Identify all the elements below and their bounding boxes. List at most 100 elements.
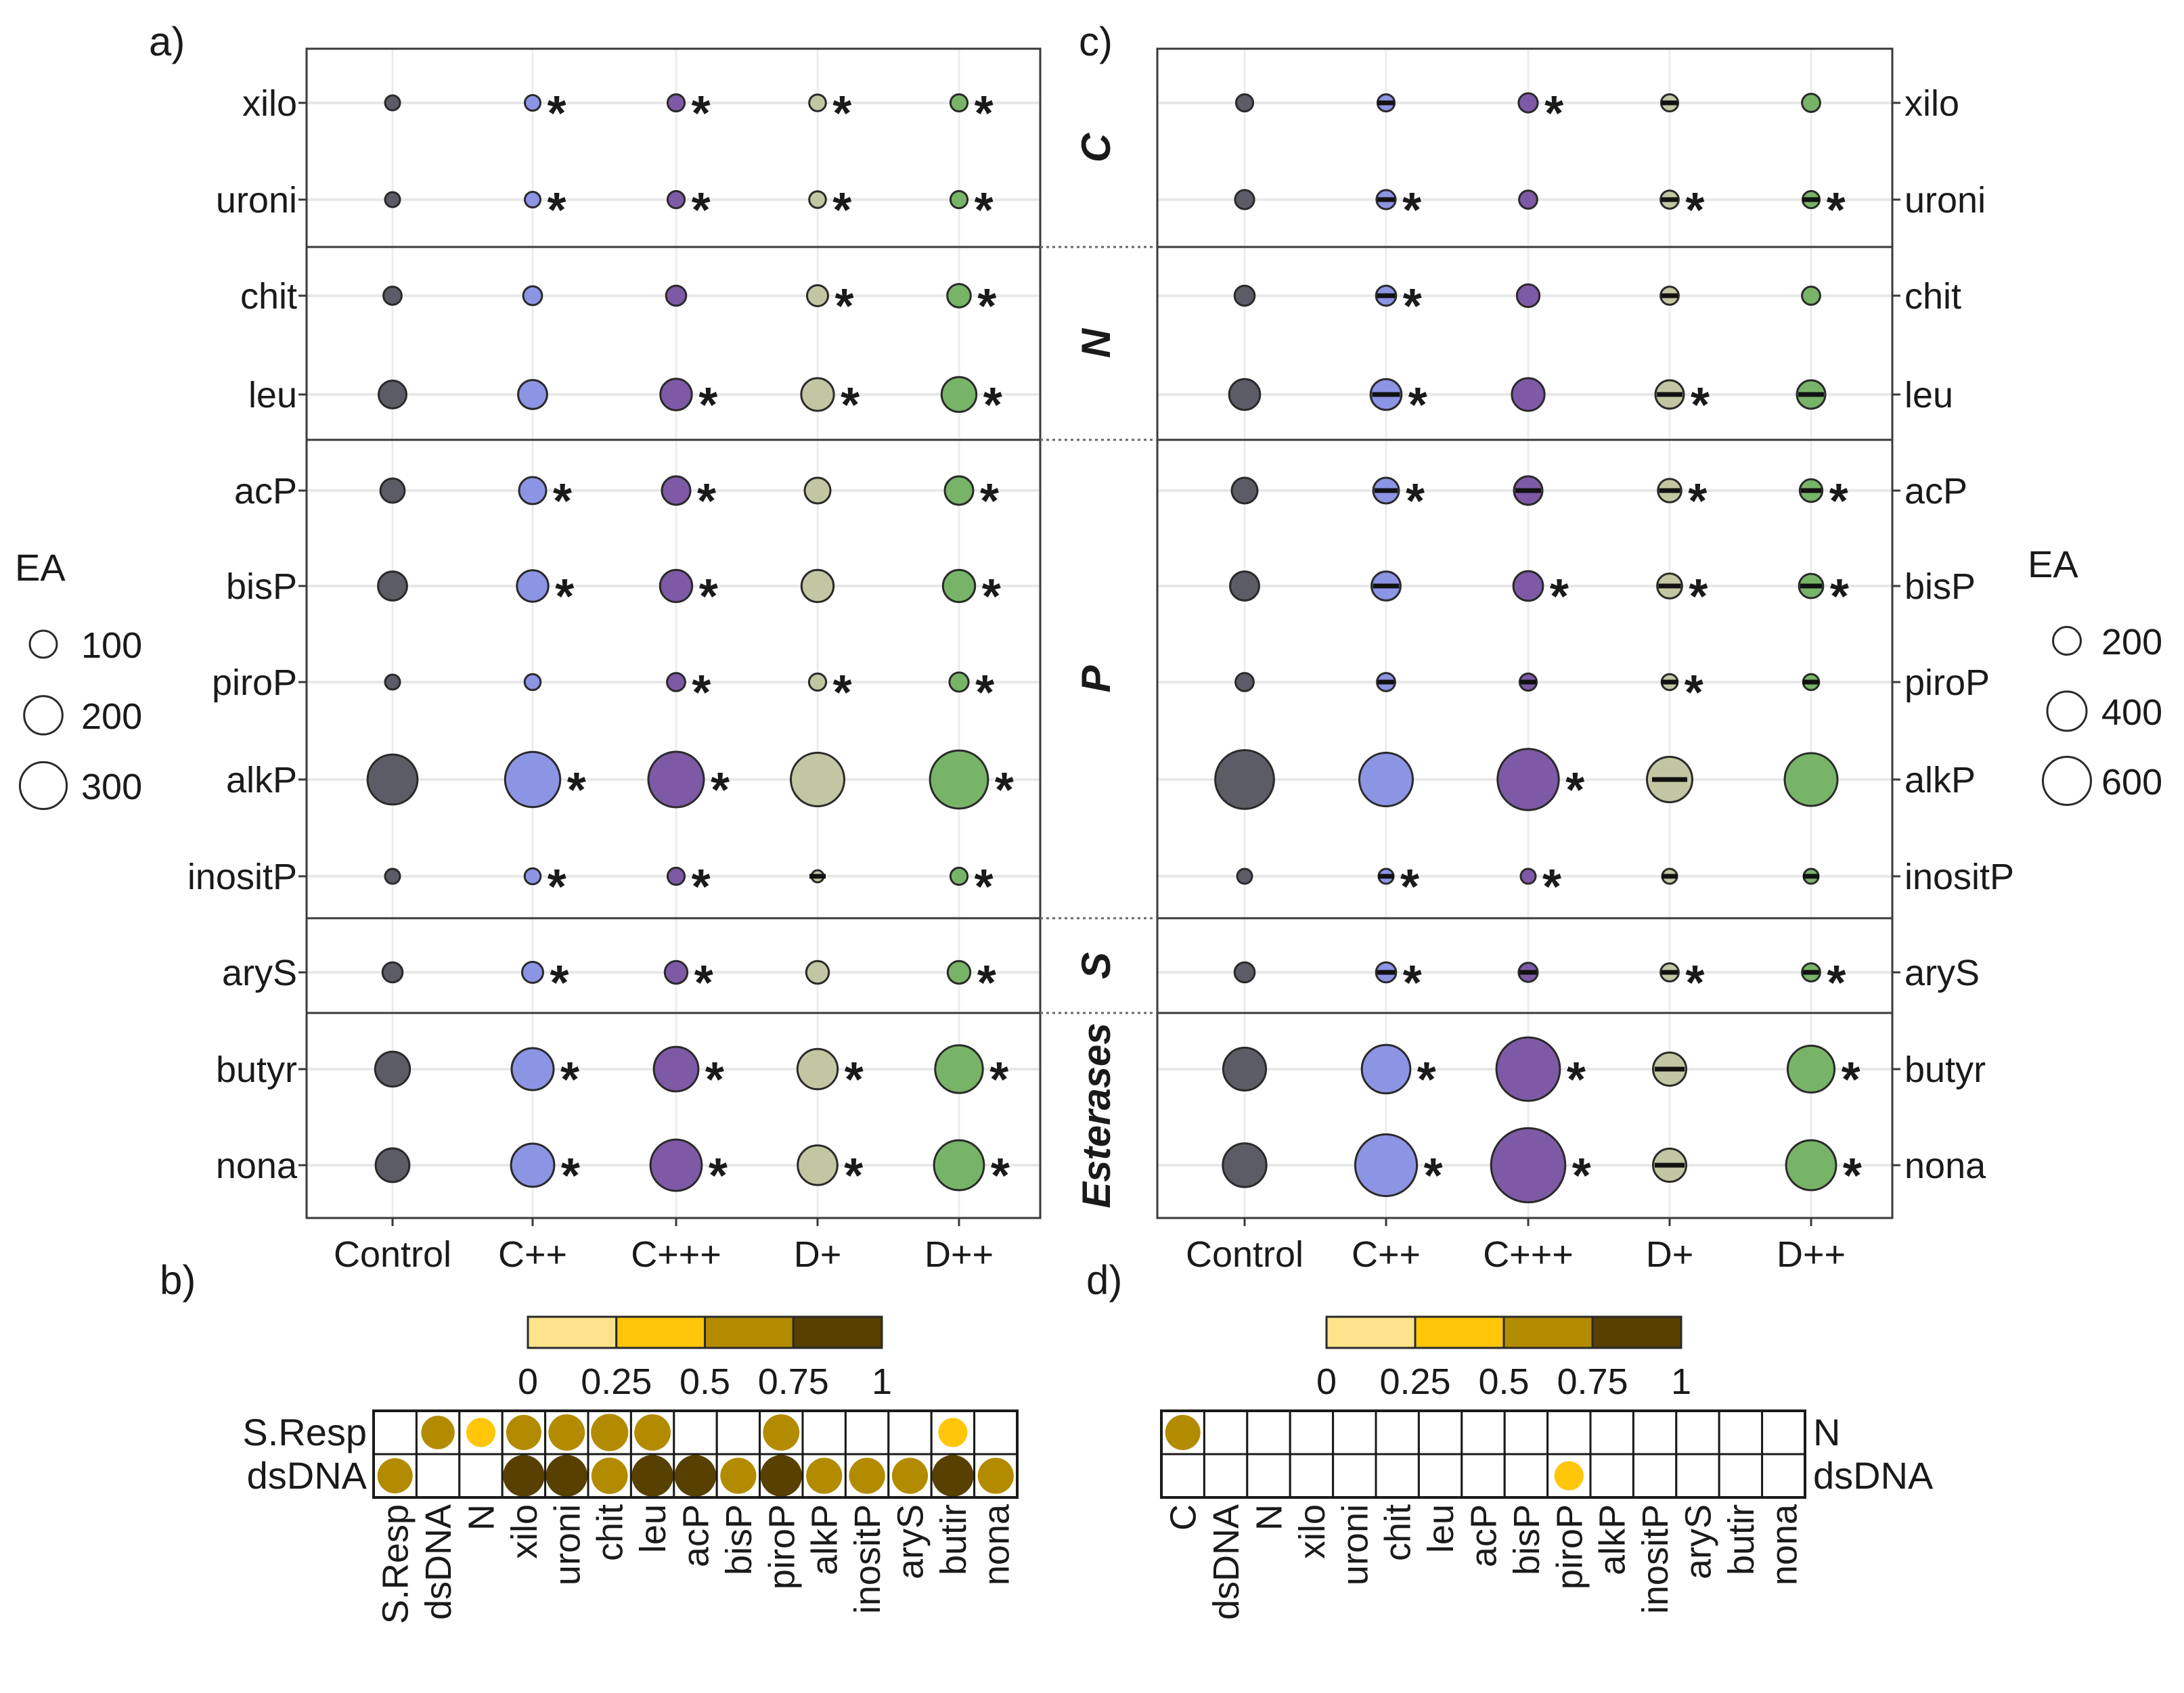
- bubble-alkp-cpp: [1358, 752, 1414, 807]
- colorbar-segment: [704, 1315, 795, 1349]
- colorbar-tick-label: 0: [1316, 1361, 1337, 1402]
- y-tick-label-alkp: alkP: [226, 760, 297, 800]
- column-label-nona: nona: [1764, 1504, 1804, 1585]
- column-label-nona: nona: [976, 1504, 1017, 1585]
- bubble-nona-dp: [797, 1144, 839, 1186]
- x-tick-label-cpp: C++: [498, 1234, 567, 1275]
- heatmap-cell: [1203, 1453, 1249, 1499]
- bubble-butyr-control: [374, 1050, 411, 1088]
- panel-label-d: d): [1086, 1257, 1122, 1303]
- size-legend-a-title: EA: [15, 546, 66, 589]
- size-legend-label: 300: [81, 767, 142, 807]
- y-tick-label-bisp: bisP: [1904, 566, 1976, 607]
- heatmap-cell: [1289, 1409, 1335, 1455]
- heatmap-cell: [1203, 1409, 1249, 1455]
- bubble-uroni-cpp: [524, 191, 541, 208]
- x-tick-label-dpp: D++: [1777, 1234, 1846, 1275]
- bubble-pirop-control: [384, 673, 401, 691]
- heatmap-cell: [1632, 1409, 1678, 1455]
- bubble-inositp-cpp: [523, 867, 542, 886]
- colorbar-segment: [1591, 1315, 1682, 1349]
- size-legend-circle: [2052, 626, 2082, 656]
- heatmap-cell: [887, 1409, 933, 1455]
- nutrient-group-labels: C N P S Esterases: [1040, 132, 1157, 1209]
- x-tick-label-dp: D+: [794, 1234, 842, 1275]
- heatmap-cell: [415, 1453, 461, 1499]
- significance-star: *: [548, 183, 566, 238]
- correlation-dot-dsdna-chit: [591, 1458, 628, 1494]
- x-tick-label-cpp: C++: [1352, 1234, 1421, 1275]
- correlation-dot-dsdna-leu: [631, 1455, 673, 1497]
- heatmap-cell: [1375, 1453, 1420, 1499]
- bubble-xilo-cpp: [524, 94, 541, 112]
- bubble-inositp-cppp: [666, 866, 686, 886]
- correlation-dot-dsdna-acp: [674, 1455, 717, 1497]
- significance-star: *: [711, 763, 730, 817]
- bubble-bisp-dp: [800, 568, 835, 604]
- bubble-alkp-control: [366, 753, 419, 806]
- significance-star: *: [692, 183, 711, 238]
- colorbar-tick-label: 0.25: [581, 1361, 652, 1402]
- colorbar-segment: [527, 1315, 618, 1349]
- bubble-butyr-cpp: [510, 1047, 555, 1091]
- size-legend-circle: [2042, 756, 2092, 806]
- significance-star: *: [845, 1053, 864, 1107]
- column-label-chit: chit: [1378, 1504, 1419, 1561]
- column-label-arys: aryS: [891, 1504, 931, 1579]
- heatmap-cell: [372, 1409, 418, 1455]
- column-label-pirop: piroP: [1549, 1504, 1590, 1589]
- bubble-xilo-dpp: [1801, 93, 1821, 113]
- bubble-inositp-cppp: [1519, 867, 1537, 885]
- bubble-butyr-dp: [796, 1047, 839, 1091]
- significance-star: *: [694, 956, 713, 1010]
- bubble-xilo-cppp: [666, 93, 686, 113]
- group-label-c: C: [1073, 132, 1119, 162]
- bubble-leu-cppp: [659, 378, 693, 411]
- column-label-s-resp: S.Resp: [376, 1504, 416, 1624]
- significance-star: *: [980, 474, 999, 528]
- significance-star: *: [975, 183, 994, 238]
- column-label-uroni: uroni: [547, 1504, 587, 1585]
- heatmap-cell: [1718, 1409, 1764, 1455]
- bubble-arys-cppp: [663, 960, 689, 985]
- bubble-alkp-cppp: [647, 750, 705, 809]
- y-tick-label-nona: nona: [1904, 1146, 1986, 1186]
- column-label-n: N: [1249, 1504, 1290, 1531]
- colorbar-tick-label: 0.75: [758, 1361, 829, 1402]
- heatmap-cell: [1289, 1453, 1335, 1499]
- y-tick-label-chit: chit: [1904, 276, 1961, 317]
- significance-star: *: [1572, 1149, 1591, 1203]
- size-legend-label: 600: [2101, 762, 2162, 803]
- row-label-s-resp: S.Resp: [242, 1411, 367, 1453]
- y-tick-label-arys: aryS: [1904, 953, 1980, 993]
- colorbar-tick-label: 1: [872, 1361, 892, 1402]
- correlation-dot-s-resp-dsdna: [421, 1416, 455, 1449]
- significance-star: *: [1402, 183, 1421, 238]
- bubble-acp-control: [1230, 476, 1259, 505]
- bubble-nona-dpp: [933, 1139, 985, 1192]
- correlation-dot-dsdna-uroni: [545, 1455, 587, 1497]
- heatmap-cell: [1160, 1453, 1205, 1499]
- significance-star: *: [1542, 860, 1561, 914]
- column-label-bisp: bisP: [1507, 1504, 1547, 1575]
- bubble-uroni-cppp: [666, 189, 686, 210]
- bubble-leu-cpp: [517, 379, 548, 410]
- significance-star: *: [1830, 570, 1849, 624]
- bubble-alkp-control: [1214, 749, 1275, 810]
- group-label-p: P: [1073, 665, 1119, 693]
- panel-label-a: a): [149, 19, 185, 64]
- heatmap-cell: [1461, 1453, 1506, 1499]
- correlation-dot-dsdna-xilo: [503, 1455, 545, 1497]
- y-tick-label-xilo: xilo: [242, 83, 297, 124]
- significance-star: *: [832, 183, 851, 238]
- x-tick-label-cppp: C+++: [1483, 1234, 1574, 1275]
- column-label-butir: butir: [933, 1504, 974, 1575]
- bubble-uroni-dpp: [949, 189, 969, 210]
- significance-star: *: [1567, 1053, 1586, 1107]
- heatmap-cell: [1632, 1453, 1678, 1499]
- bubble-uroni-control: [384, 191, 401, 208]
- correlation-dot-dsdna-butir: [932, 1455, 974, 1497]
- column-label-butir: butir: [1721, 1504, 1762, 1575]
- colorbar-segment: [1414, 1315, 1505, 1349]
